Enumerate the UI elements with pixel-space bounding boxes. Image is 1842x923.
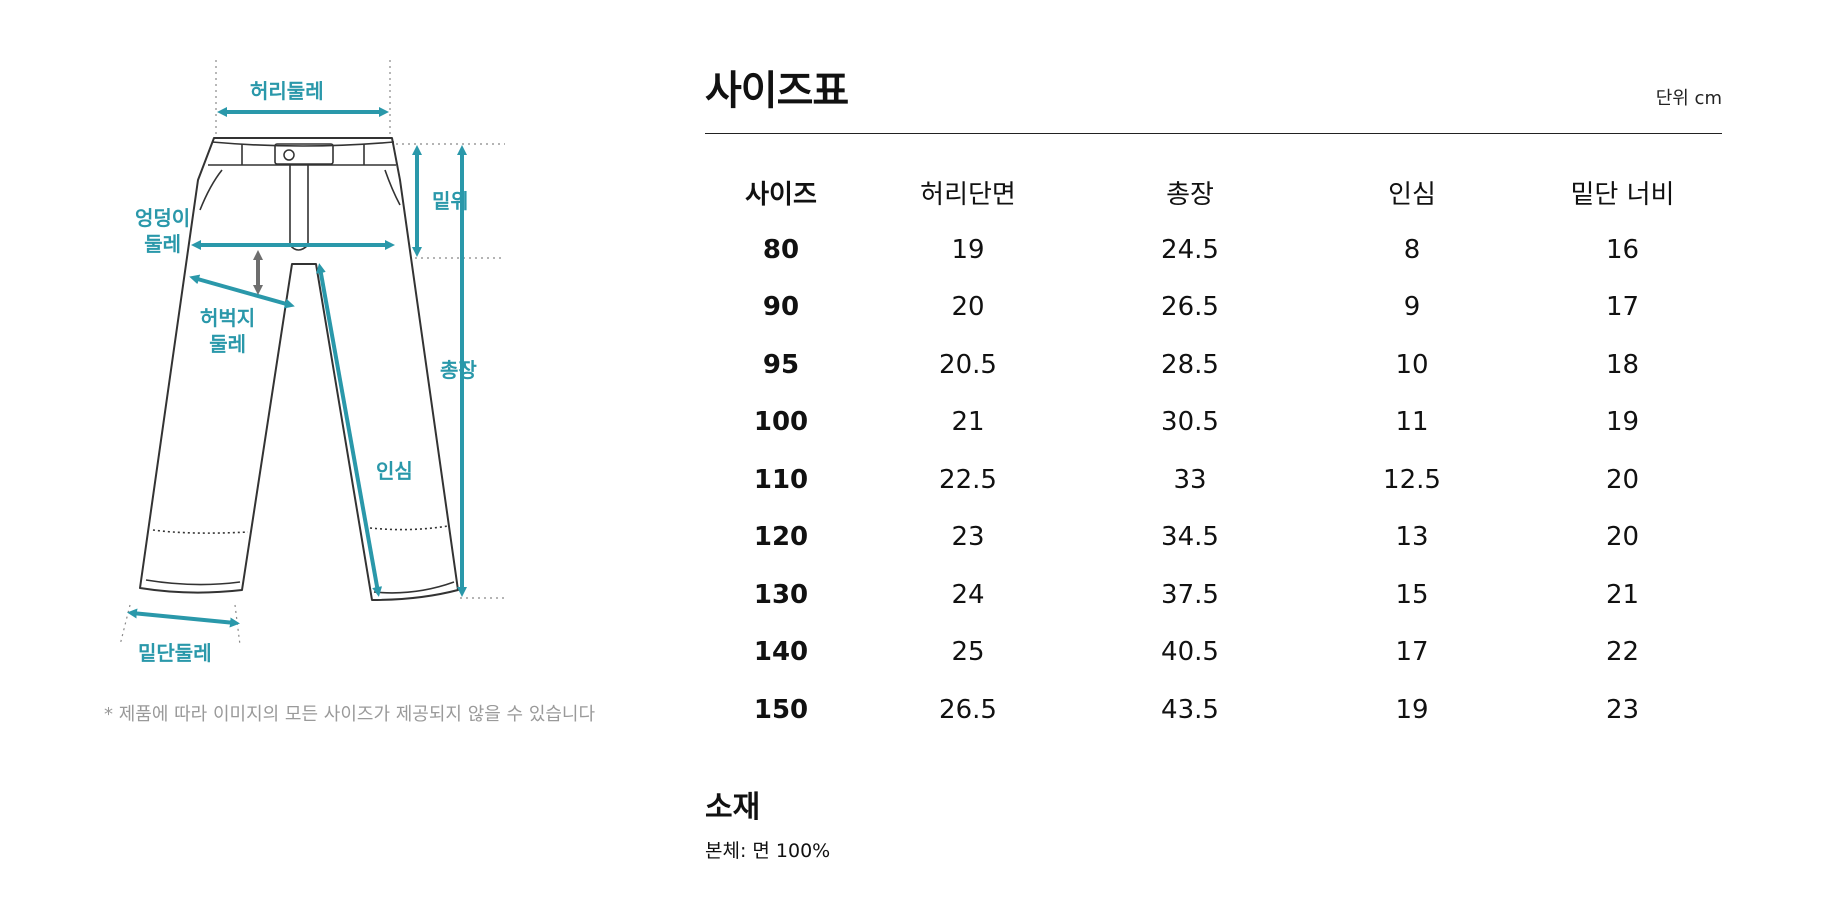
table-cell: 40.5 bbox=[1161, 637, 1219, 668]
table-row: 150 26.5 43.5 19 23 bbox=[705, 681, 1722, 739]
table-row: 100 21 30.5 11 19 bbox=[705, 394, 1722, 452]
material-title: 소재 bbox=[705, 790, 761, 825]
table-cell: 33 bbox=[1173, 464, 1207, 495]
table-cell: 23 bbox=[951, 522, 985, 553]
table-cell: 24 bbox=[951, 579, 985, 610]
table-row: 120 23 34.5 13 20 bbox=[705, 509, 1722, 567]
table-cell: 21 bbox=[1605, 579, 1640, 610]
length-label: 총장 bbox=[440, 358, 477, 382]
table-cell: 17 bbox=[1395, 637, 1429, 668]
table-cell: 8 bbox=[1403, 234, 1421, 265]
header-inseam: 인심 bbox=[1388, 179, 1436, 210]
table-cell: 23 bbox=[1605, 694, 1640, 725]
pants-illustration bbox=[119, 60, 505, 646]
hip-label: 엉덩이 둘레 bbox=[135, 206, 191, 256]
table-cell: 10 bbox=[1395, 349, 1429, 380]
table-cell: 30.5 bbox=[1161, 407, 1219, 438]
table-row: 130 24 37.5 15 21 bbox=[705, 566, 1722, 624]
table-cell: 25 bbox=[951, 637, 985, 668]
table-cell: 26.5 bbox=[939, 694, 997, 725]
header-hem-width: 밑단 너비 bbox=[1570, 179, 1675, 210]
table-cell: 80 bbox=[762, 234, 800, 265]
table-cell: 26.5 bbox=[1161, 292, 1219, 323]
table-cell: 15 bbox=[1395, 579, 1429, 610]
thigh-label: 허벅지 둘레 bbox=[200, 306, 256, 356]
table-cell: 22.5 bbox=[939, 464, 997, 495]
table-cell: 90 bbox=[762, 292, 800, 323]
table-cell: 13 bbox=[1395, 522, 1429, 553]
table-cell: 11 bbox=[1395, 407, 1429, 438]
header-waist: 허리단면 bbox=[920, 179, 1016, 210]
table-cell: 20 bbox=[1605, 464, 1640, 495]
table-cell: 17 bbox=[1605, 292, 1640, 323]
rise-label: 밑위 bbox=[432, 189, 469, 213]
table-cell: 150 bbox=[753, 694, 809, 725]
diagram-note: * 제품에 따라 이미지의 모든 사이즈가 제공되지 않을 수 있습니다 bbox=[104, 704, 596, 725]
table-cell: 140 bbox=[753, 637, 809, 668]
table-cell: 37.5 bbox=[1161, 579, 1219, 610]
table-row: 95 20.5 28.5 10 18 bbox=[705, 336, 1722, 394]
table-cell: 100 bbox=[753, 407, 809, 438]
table-cell: 21 bbox=[951, 407, 985, 438]
table-cell: 43.5 bbox=[1161, 694, 1219, 725]
table-cell: 95 bbox=[762, 349, 800, 380]
hem-label: 밑단둘레 bbox=[138, 641, 212, 665]
table-cell: 130 bbox=[753, 579, 809, 610]
header-size: 사이즈 bbox=[745, 179, 817, 210]
material-text: 본체: 면 100% bbox=[705, 840, 831, 862]
header-length: 총장 bbox=[1166, 179, 1214, 210]
table-cell: 19 bbox=[1395, 694, 1429, 725]
table-cell: 18 bbox=[1605, 349, 1640, 380]
table-cell: 22 bbox=[1605, 637, 1640, 668]
table-row: 110 22.5 33 12.5 20 bbox=[705, 451, 1722, 509]
waist-label: 허리둘레 bbox=[250, 79, 324, 103]
table-cell: 110 bbox=[753, 464, 809, 495]
table-cell: 120 bbox=[753, 522, 809, 553]
table-cell: 34.5 bbox=[1161, 522, 1219, 553]
table-cell: 20 bbox=[1605, 522, 1640, 553]
table-header-row: 사이즈 허리단면 총장 인심 밑단 너비 bbox=[705, 163, 1722, 221]
divider bbox=[705, 133, 1722, 134]
table-row: 90 20 26.5 9 17 bbox=[705, 279, 1722, 337]
size-table: 사이즈 허리단면 총장 인심 밑단 너비 80 19 24.5 8 16 90 … bbox=[705, 163, 1722, 739]
table-cell: 9 bbox=[1403, 292, 1421, 323]
size-table-title: 사이즈표 bbox=[705, 68, 849, 114]
table-cell: 20.5 bbox=[939, 349, 997, 380]
measurement-diagram: 허리둘레 엉덩이 둘레 밑위 허벅지 둘레 총장 인심 밑단둘레 bbox=[90, 40, 650, 760]
table-cell: 28.5 bbox=[1161, 349, 1219, 380]
table-cell: 16 bbox=[1605, 234, 1640, 265]
inseam-label: 인심 bbox=[376, 459, 413, 483]
table-cell: 12.5 bbox=[1383, 464, 1441, 495]
table-cell: 20 bbox=[951, 292, 985, 323]
table-row: 80 19 24.5 8 16 bbox=[705, 221, 1722, 279]
table-cell: 19 bbox=[1605, 407, 1640, 438]
unit-label: 단위 cm bbox=[1655, 88, 1722, 109]
table-cell: 19 bbox=[951, 234, 985, 265]
table-cell: 24.5 bbox=[1161, 234, 1219, 265]
table-row: 140 25 40.5 17 22 bbox=[705, 624, 1722, 682]
